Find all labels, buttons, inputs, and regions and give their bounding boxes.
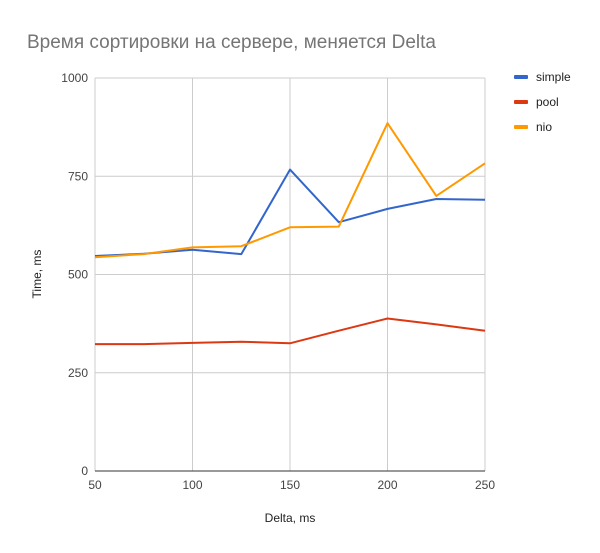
legend-swatch-pool (514, 100, 528, 104)
x-tick-label: 50 (88, 478, 102, 492)
grid (94, 77, 486, 471)
x-tick-label: 250 (475, 478, 495, 492)
y-tick-label: 250 (68, 366, 88, 380)
y-tick-label: 750 (68, 169, 88, 183)
x-axis-title: Delta, ms (265, 511, 316, 525)
x-tick-label: 150 (280, 478, 300, 492)
y-tick-label: 500 (68, 268, 88, 282)
legend-swatch-simple (514, 75, 528, 79)
y-tick-label: 0 (81, 464, 88, 478)
axes: 0 250 500 750 1000 50 100 150 200 250 (61, 71, 495, 492)
legend-swatch-nio (514, 125, 528, 129)
legend-label-simple: simple (536, 70, 571, 84)
series-line-pool (95, 317, 486, 346)
series-line-nio (94, 122, 486, 259)
x-tick-label: 200 (377, 478, 397, 492)
series-lines (94, 122, 486, 346)
y-axis-title: Time, ms (30, 250, 44, 299)
legend-label-nio: nio (536, 120, 552, 134)
y-tick-label: 1000 (61, 71, 88, 85)
chart-title: Время сортировки на сервере, меняется De… (27, 32, 436, 53)
legend-label-pool: pool (536, 95, 559, 109)
x-tick-label: 100 (182, 478, 202, 492)
legend: simple pool nio (514, 70, 571, 134)
